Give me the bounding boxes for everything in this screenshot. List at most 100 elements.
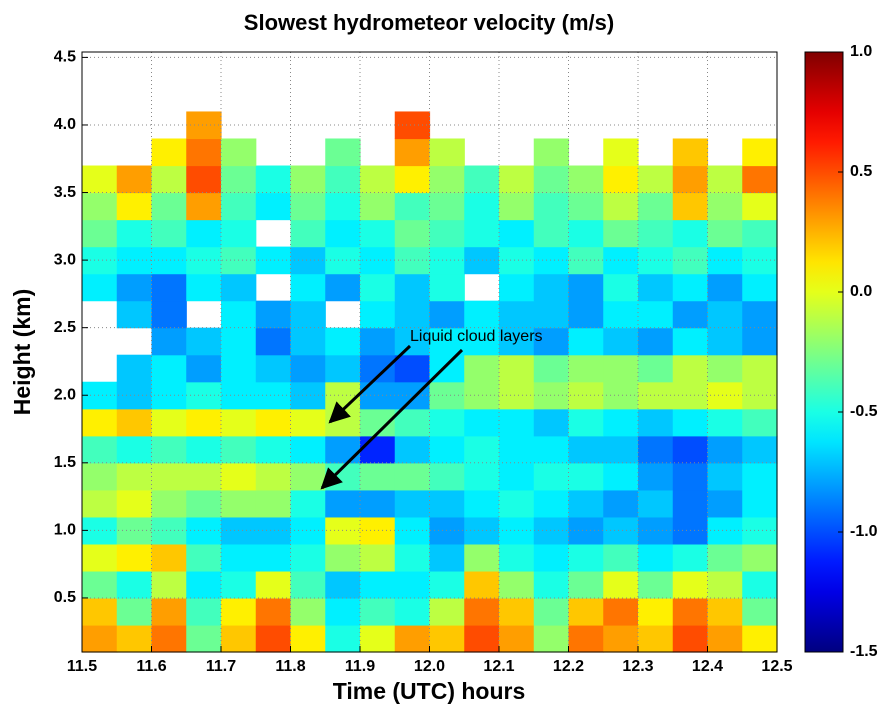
heatmap-cell: [672, 543, 709, 572]
heatmap-cell: [638, 408, 674, 437]
heatmap-cell: [221, 489, 257, 518]
heatmap-cell: [290, 516, 326, 545]
heatmap-cell: [742, 543, 778, 572]
heatmap-cell: [290, 354, 326, 383]
heatmap-cell: [603, 489, 639, 518]
heatmap-cell: [186, 570, 222, 599]
heatmap-cell: [116, 462, 153, 491]
heatmap-cell: [742, 516, 778, 545]
heatmap-cell: [186, 327, 222, 356]
heatmap-cell: [255, 192, 292, 221]
heatmap-cell: [255, 570, 292, 599]
heatmap-cell: [360, 624, 396, 653]
heatmap-cell: [360, 462, 396, 491]
annotation-arrow: [328, 344, 412, 424]
heatmap-cell: [603, 354, 639, 383]
heatmap-cell: [290, 462, 326, 491]
heatmap-cell: [464, 489, 500, 518]
heatmap-cell: [603, 570, 639, 599]
heatmap-cell: [499, 300, 535, 329]
heatmap-cell: [360, 489, 396, 518]
heatmap-cell: [186, 381, 222, 410]
heatmap-cell: [255, 516, 292, 545]
y-tick-label: 1.5: [54, 454, 76, 471]
heatmap-cell: [499, 273, 535, 302]
heatmap-cell: [116, 165, 153, 194]
heatmap-cell: [533, 354, 570, 383]
heatmap-cell: [638, 273, 674, 302]
heatmap-cell: [533, 435, 570, 464]
heatmap-cell: [499, 165, 535, 194]
heatmap-cell: [255, 327, 292, 356]
heatmap-cell: [151, 570, 187, 599]
heatmap-cell: [742, 408, 778, 437]
heatmap-cell: [186, 273, 222, 302]
heatmap-cell: [464, 597, 500, 626]
heatmap-cell: [394, 597, 431, 626]
colorbar-tick-label: 1.0: [850, 43, 872, 60]
heatmap-cell: [255, 354, 292, 383]
heatmap-cell: [82, 624, 118, 653]
heatmap-cell: [742, 246, 778, 275]
heatmap-cell: [533, 543, 570, 572]
heatmap-cell: [568, 570, 604, 599]
heatmap-cell: [255, 597, 292, 626]
heatmap-cell: [82, 462, 118, 491]
heatmap-cell: [394, 408, 431, 437]
heatmap-cell: [742, 381, 778, 410]
heatmap-cell: [533, 516, 570, 545]
heatmap-cell: [603, 246, 639, 275]
heatmap-cell: [82, 219, 118, 248]
heatmap-cell: [325, 327, 361, 356]
heatmap-cell: [533, 624, 570, 653]
colorbar-tick-label: 0.5: [850, 163, 872, 180]
heatmap-cell: [82, 408, 118, 437]
heatmap-cell: [707, 246, 743, 275]
heatmap-cell: [186, 192, 222, 221]
x-tick-label: 11.9: [345, 658, 375, 675]
heatmap-cell: [499, 489, 535, 518]
heatmap-cell: [429, 192, 465, 221]
x-tick-label: 12.5: [761, 658, 792, 675]
x-axis-label: Time (UTC) hours: [333, 678, 526, 704]
heatmap-cell: [499, 435, 535, 464]
heatmap-cell: [533, 381, 570, 410]
heatmap-cell: [429, 300, 465, 329]
heatmap-cell: [151, 489, 187, 518]
heatmap-cell: [151, 219, 187, 248]
heatmap-cell: [325, 624, 361, 653]
heatmap-cell: [290, 327, 326, 356]
heatmap-cell: [82, 489, 118, 518]
heatmap-cell: [464, 192, 500, 221]
heatmap-cell: [394, 624, 431, 653]
heatmap-cell: [186, 408, 222, 437]
heatmap-cell: [255, 165, 292, 194]
heatmap-cell: [638, 192, 674, 221]
heatmap-cell: [325, 435, 361, 464]
x-tick-label: 11.8: [275, 658, 305, 675]
heatmap-cell: [186, 489, 222, 518]
heatmap-cell: [568, 354, 604, 383]
heatmap-cell: [429, 138, 465, 167]
heatmap-cell: [394, 300, 431, 329]
heatmap-cell: [360, 165, 396, 194]
heatmap-cell: [255, 489, 292, 518]
heatmap-cell: [116, 489, 153, 518]
heatmap-cell: [360, 435, 396, 464]
heatmap-cell: [429, 408, 465, 437]
heatmap-cell: [533, 327, 570, 356]
plot-frame: [81, 51, 778, 653]
heatmap-cell: [742, 462, 778, 491]
heatmap-cell: [742, 570, 778, 599]
heatmap-cell: [82, 435, 118, 464]
heatmap-cell: [394, 273, 431, 302]
heatmap-cell: [533, 570, 570, 599]
heatmap-cell: [290, 219, 326, 248]
heatmap-cell: [394, 570, 431, 599]
heatmap-cell: [186, 435, 222, 464]
heatmap-cell: [325, 489, 361, 518]
heatmap-cell: [672, 165, 709, 194]
heatmap-cell: [464, 543, 500, 572]
heatmap-cell: [429, 327, 465, 356]
